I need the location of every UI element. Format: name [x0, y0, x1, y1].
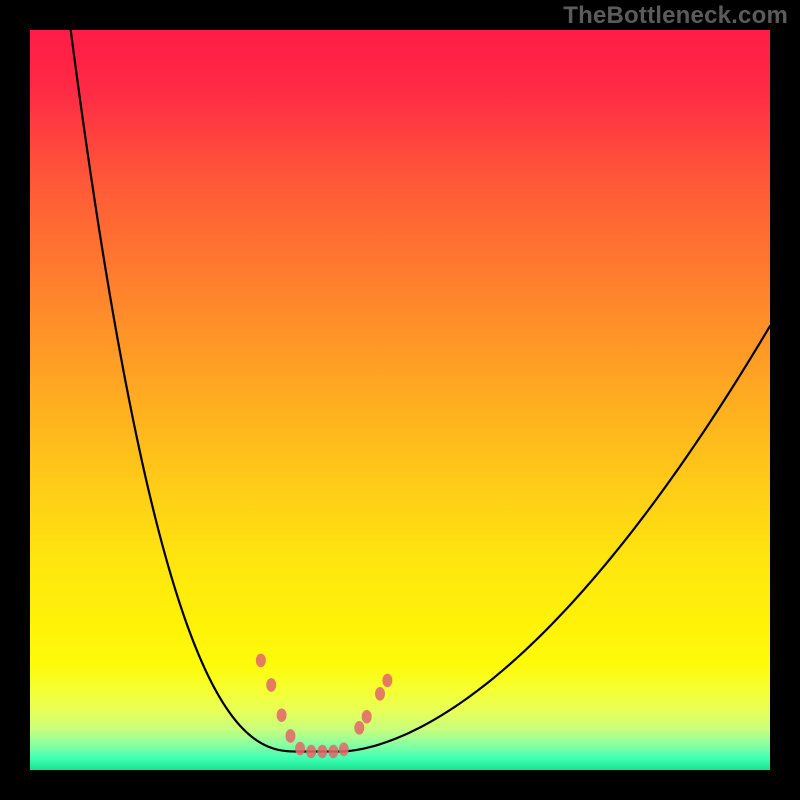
curve-marker	[328, 745, 338, 759]
curve-marker	[317, 745, 327, 759]
curve-marker	[339, 742, 349, 756]
curve-marker	[266, 678, 276, 692]
plot-area	[30, 30, 770, 770]
chart-svg	[30, 30, 770, 770]
watermark-text: TheBottleneck.com	[563, 2, 788, 30]
curve-marker	[285, 729, 295, 743]
curve-marker	[354, 721, 364, 735]
curve-marker	[382, 674, 392, 688]
curve-marker	[256, 654, 266, 668]
curve-marker	[277, 708, 287, 722]
chart-canvas: TheBottleneck.com	[0, 0, 800, 800]
curve-marker	[375, 687, 385, 701]
curve-marker	[306, 745, 316, 759]
curve-marker	[362, 710, 372, 724]
curve-marker	[295, 742, 305, 756]
gradient-background	[30, 30, 770, 770]
